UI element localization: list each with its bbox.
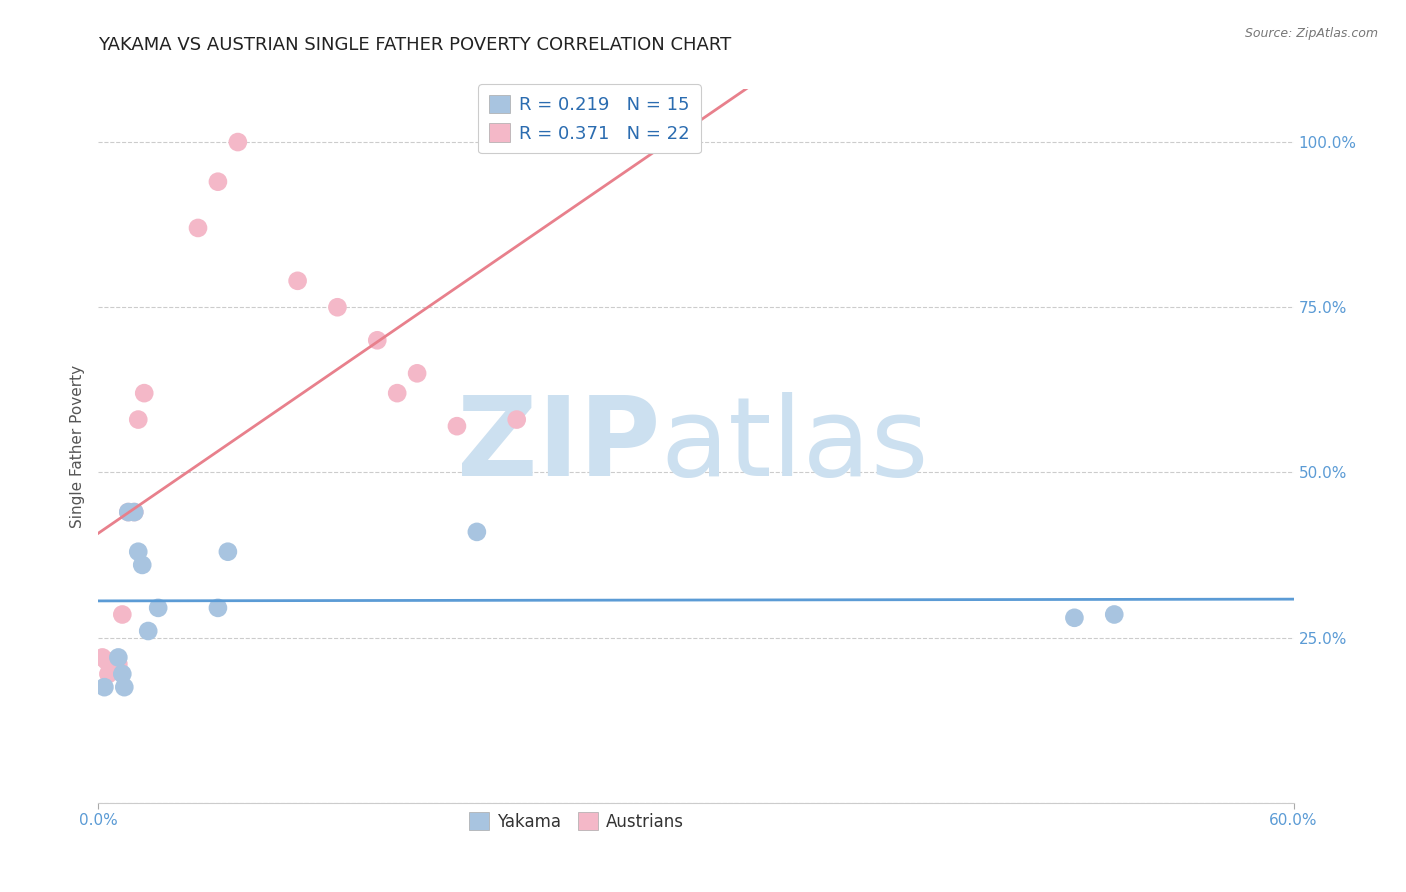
Point <box>134 386 156 401</box>
Text: YAKAMA VS AUSTRIAN SINGLE FATHER POVERTY CORRELATION CHART: YAKAMA VS AUSTRIAN SINGLE FATHER POVERTY… <box>98 36 731 54</box>
Point <box>96 654 118 668</box>
Point <box>136 624 159 638</box>
Point <box>97 667 120 681</box>
Point <box>217 545 239 559</box>
Point <box>506 412 529 426</box>
Point <box>91 650 114 665</box>
Point <box>626 135 648 149</box>
Point <box>226 135 249 149</box>
Point <box>131 558 153 572</box>
Point <box>406 367 429 381</box>
Point <box>93 680 115 694</box>
Point <box>107 657 129 671</box>
Point <box>127 412 149 426</box>
Point <box>1104 607 1126 622</box>
Point <box>187 221 209 235</box>
Point <box>207 600 229 615</box>
Point <box>124 505 146 519</box>
Point <box>111 667 134 681</box>
Point <box>326 300 349 314</box>
Point <box>107 650 129 665</box>
Point <box>614 135 637 149</box>
Point <box>287 274 309 288</box>
Point <box>127 545 149 559</box>
Point <box>366 333 388 347</box>
Text: ZIP: ZIP <box>457 392 661 500</box>
Point <box>117 505 139 519</box>
Point <box>111 607 134 622</box>
Point <box>112 680 135 694</box>
Point <box>124 505 146 519</box>
Y-axis label: Single Father Poverty: Single Father Poverty <box>70 365 86 527</box>
Text: atlas: atlas <box>661 392 928 500</box>
Point <box>207 175 229 189</box>
Point <box>148 600 170 615</box>
Legend: Yakama, Austrians: Yakama, Austrians <box>463 805 690 838</box>
Text: Source: ZipAtlas.com: Source: ZipAtlas.com <box>1244 27 1378 40</box>
Point <box>117 505 139 519</box>
Point <box>103 654 125 668</box>
Point <box>465 524 488 539</box>
Point <box>446 419 468 434</box>
Point <box>1063 611 1085 625</box>
Point <box>385 386 409 401</box>
